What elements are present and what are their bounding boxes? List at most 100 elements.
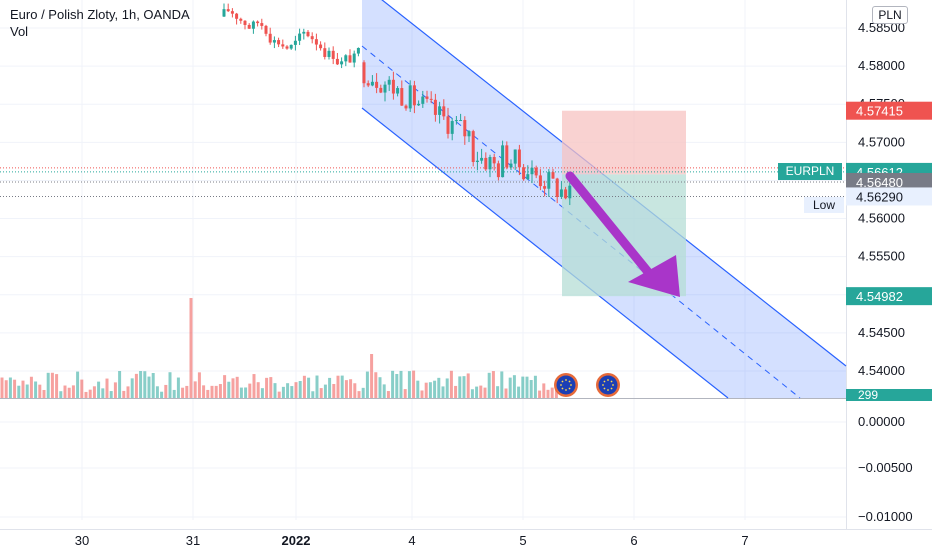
flag-star <box>612 384 614 386</box>
target-price-label: 4.54982 <box>856 289 903 304</box>
volume-value-label: 299 <box>858 388 878 402</box>
price-axis: 4.585004.580004.575004.570004.565004.560… <box>846 20 932 524</box>
flag-star <box>560 384 562 386</box>
volume-bar <box>420 390 424 398</box>
candle-body <box>534 167 538 176</box>
flag-star <box>565 389 567 391</box>
candle <box>396 86 400 97</box>
candle-body <box>442 106 446 117</box>
price-tick-label: 4.55500 <box>858 249 905 264</box>
candle <box>260 18 264 30</box>
volume-bar <box>483 387 487 398</box>
volume-bar <box>298 381 302 398</box>
stop-loss-label: 4.57415 <box>856 104 903 119</box>
candle <box>526 165 530 180</box>
candle-body <box>471 131 475 163</box>
oscillator-tick-label: 0.00000 <box>858 414 905 429</box>
volume-bar <box>265 377 269 398</box>
candle <box>513 149 517 170</box>
volume-bar <box>189 298 193 398</box>
time-tick-label: 7 <box>741 533 748 548</box>
volume-bar <box>231 378 235 398</box>
candle <box>501 140 505 178</box>
candle <box>555 177 559 204</box>
candle <box>314 33 318 51</box>
candle <box>463 116 467 145</box>
price-tick-label: 4.57000 <box>858 134 905 149</box>
economic-event-icon[interactable] <box>596 373 620 397</box>
oscillator-tick-label: −0.01000 <box>858 509 913 524</box>
flag-star <box>603 380 606 383</box>
volume-bar <box>361 387 365 398</box>
volume-bar <box>504 388 508 398</box>
candle <box>547 169 551 197</box>
candle-body <box>222 9 226 17</box>
volume-bar <box>252 374 256 398</box>
candle-body <box>564 189 568 199</box>
volume-bar <box>466 373 470 398</box>
candle-body <box>239 18 243 21</box>
candle <box>454 115 458 125</box>
volume-bar <box>281 386 285 398</box>
candle-body <box>459 120 463 122</box>
low-price-label-bg <box>846 187 932 206</box>
volume-bar <box>42 389 46 398</box>
candle <box>222 3 226 17</box>
candle-body <box>348 55 352 63</box>
candle <box>391 71 395 100</box>
volume-bar <box>17 385 21 398</box>
economic-event-icon[interactable] <box>554 373 578 397</box>
volume-bar <box>223 375 227 398</box>
volume-bar <box>21 380 25 398</box>
candle <box>421 90 425 108</box>
candle <box>356 47 360 57</box>
candle-body <box>370 81 374 86</box>
prev-close-label: 4.56480 <box>856 175 903 190</box>
candle <box>293 35 297 51</box>
volume-bar <box>248 383 252 398</box>
stop-loss-zone <box>562 110 686 175</box>
candle-body <box>314 39 318 45</box>
candle-body <box>568 185 572 199</box>
candle <box>425 90 429 103</box>
volume-bar <box>0 377 4 398</box>
candle-body <box>383 84 387 93</box>
volume-bar <box>8 377 12 398</box>
volume-bar <box>517 386 521 398</box>
volume-bar <box>130 378 134 398</box>
price-level-lines <box>0 167 846 197</box>
candle-body <box>260 23 264 26</box>
candle <box>543 180 547 197</box>
volume-bar <box>109 391 113 398</box>
candle <box>264 24 268 37</box>
volume-bar <box>164 384 168 398</box>
volume-bar <box>172 389 176 398</box>
currency-badge[interactable]: PLN <box>872 6 908 24</box>
candle <box>366 80 370 88</box>
volume-bar <box>365 371 369 398</box>
candle-body <box>513 149 517 164</box>
volume-bar <box>84 391 88 398</box>
candle-body <box>396 88 400 94</box>
candle-body <box>429 98 433 100</box>
symbol-title: Euro / Polish Zloty, 1h, OANDA <box>10 7 190 22</box>
volume-bar <box>67 387 71 398</box>
flag-star <box>568 387 571 390</box>
candle <box>383 81 387 102</box>
volume-bar <box>273 383 277 398</box>
candle <box>352 50 356 68</box>
candle <box>310 32 314 44</box>
candle <box>467 130 471 143</box>
volume-bar <box>437 377 441 398</box>
volume-bar <box>277 391 281 398</box>
volume-bar <box>151 372 155 398</box>
volume-bar <box>412 370 416 398</box>
stop-loss-label-bg <box>846 101 932 120</box>
candle <box>471 129 475 167</box>
volume-bar <box>302 375 306 398</box>
candle-body <box>256 21 260 24</box>
volume-bar <box>113 382 117 398</box>
candle <box>340 57 344 69</box>
